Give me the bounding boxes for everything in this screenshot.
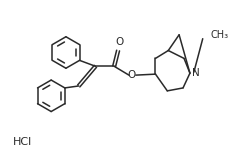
Text: O: O [114, 37, 123, 47]
Text: O: O [127, 70, 135, 80]
Text: N: N [191, 68, 199, 78]
Text: CH₃: CH₃ [210, 30, 228, 40]
Text: HCl: HCl [13, 137, 32, 147]
